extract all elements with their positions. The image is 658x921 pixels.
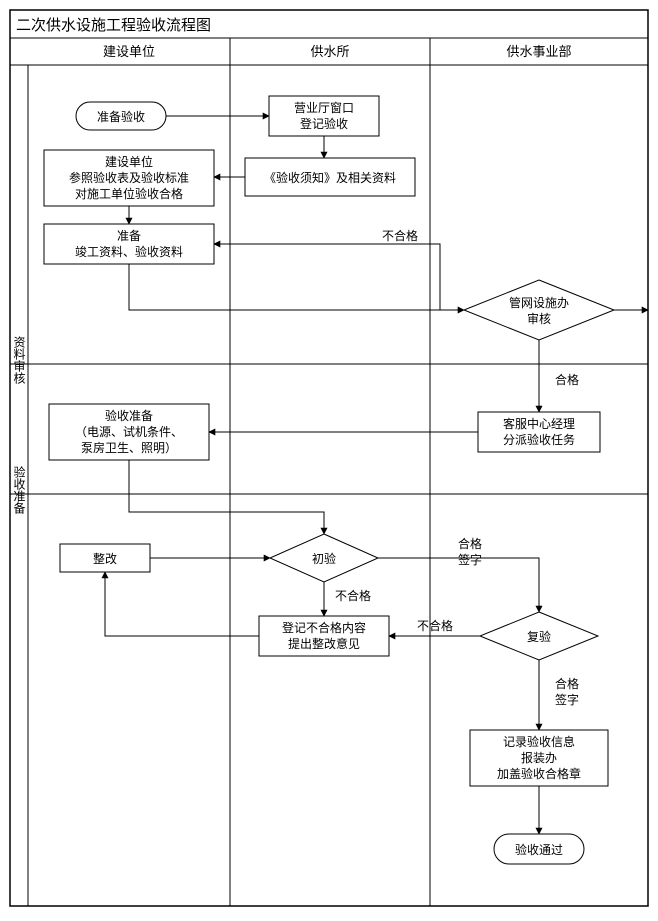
label-initial-pass1: 合格 xyxy=(458,536,482,551)
svg-text:加盖验收合格章: 加盖验收合格章 xyxy=(497,766,581,781)
svg-text:资料审核: 资料审核 xyxy=(12,336,26,384)
col-header-1: 建设单位 xyxy=(103,44,155,59)
svg-text:记录验收信息: 记录验收信息 xyxy=(503,734,575,749)
node-record-fail: 登记不合格内容 提出整改意见 xyxy=(259,616,389,656)
svg-text:报装办: 报装办 xyxy=(521,750,557,765)
svg-text:初验: 初验 xyxy=(312,551,336,566)
node-assign: 客服中心经理 分派验收任务 xyxy=(478,412,600,452)
svg-text:验收准备: 验收准备 xyxy=(105,408,153,423)
row-label-1: 资料审核 xyxy=(12,336,26,384)
label-recheck-pass1: 合格 xyxy=(555,676,579,691)
node-standard: 建设单位 参照验收表及验收标准 对施工单位验收合格 xyxy=(44,150,214,206)
node-ready: 验收准备 （电源、试机条件、 泵房卫生、照明） xyxy=(49,404,209,460)
label-recheck-pass2: 签字 xyxy=(555,692,579,707)
row-label-2: 验收准备 xyxy=(12,465,26,515)
svg-text:管网设施办: 管网设施办 xyxy=(509,295,569,310)
label-audit-fail: 不合格 xyxy=(382,228,418,243)
svg-text:参照验收表及验收标准: 参照验收表及验收标准 xyxy=(69,170,189,185)
svg-text:登记不合格内容: 登记不合格内容 xyxy=(282,620,366,635)
node-record-pass: 记录验收信息 报装办 加盖验收合格章 xyxy=(470,730,608,786)
svg-text:建设单位: 建设单位 xyxy=(105,154,153,169)
edge-audit-fail xyxy=(214,244,464,310)
node-prepare: 准备验收 xyxy=(76,102,166,130)
svg-text:对施工单位验收合格: 对施工单位验收合格 xyxy=(75,186,183,201)
label-initial-pass2: 签字 xyxy=(458,552,482,567)
svg-text:泵房卫生、照明）: 泵房卫生、照明） xyxy=(81,440,177,455)
label-audit-pass: 合格 xyxy=(555,372,579,387)
edge-recordfail-rectify xyxy=(105,572,259,636)
svg-text:复验: 复验 xyxy=(527,629,551,644)
page-title: 二次供水设施工程验收流程图 xyxy=(16,17,211,34)
svg-text:整改: 整改 xyxy=(93,551,117,566)
node-recheck: 复验 xyxy=(480,612,598,660)
node-notice: 《验收须知》及相关资料 xyxy=(245,158,415,196)
svg-text:（电源、试机条件、: （电源、试机条件、 xyxy=(75,424,183,439)
svg-text:营业厅窗口: 营业厅窗口 xyxy=(294,101,354,115)
node-prep-data: 准备 竣工资料、验收资料 xyxy=(44,224,214,264)
svg-text:验收通过: 验收通过 xyxy=(515,842,563,857)
svg-text:登记验收: 登记验收 xyxy=(300,116,348,131)
col-header-2: 供水所 xyxy=(310,44,349,59)
edge-ready-initial xyxy=(129,460,324,534)
node-rectify: 整改 xyxy=(60,544,150,572)
svg-text:准备验收: 准备验收 xyxy=(97,109,145,124)
node-initial: 初验 xyxy=(270,534,378,582)
svg-text:客服中心经理: 客服中心经理 xyxy=(503,416,575,431)
svg-text:审核: 审核 xyxy=(527,311,551,326)
node-register: 营业厅窗口 登记验收 xyxy=(269,96,379,136)
svg-text:准备: 准备 xyxy=(117,229,141,243)
col-header-3: 供水事业部 xyxy=(506,44,571,59)
svg-text:竣工资料、验收资料: 竣工资料、验收资料 xyxy=(75,244,183,259)
edge-prepdata-audit xyxy=(129,264,464,310)
node-pass: 验收通过 xyxy=(494,834,584,864)
label-recheck-fail: 不合格 xyxy=(417,618,453,633)
node-audit: 管网设施办 审核 xyxy=(464,280,614,340)
svg-text:提出整改意见: 提出整改意见 xyxy=(288,636,360,651)
label-initial-fail: 不合格 xyxy=(335,588,371,603)
svg-text:验收准备: 验收准备 xyxy=(12,465,26,515)
svg-text:分派验收任务: 分派验收任务 xyxy=(503,432,575,447)
svg-text:《验收须知》及相关资料: 《验收须知》及相关资料 xyxy=(264,170,396,185)
